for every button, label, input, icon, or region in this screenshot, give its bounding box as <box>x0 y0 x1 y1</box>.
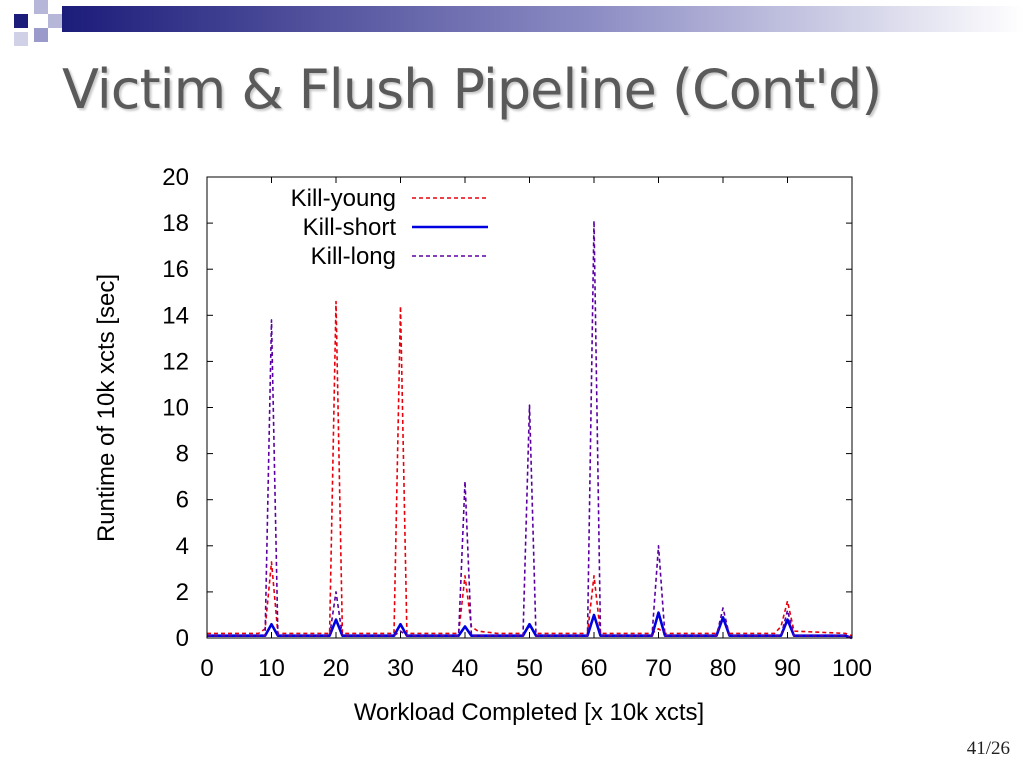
y-axis-label: Runtime of 10k xcts [sec] <box>93 274 120 542</box>
y-tick-label: 14 <box>162 302 189 329</box>
y-tick-label: 0 <box>176 625 189 652</box>
x-tick-label: 20 <box>323 655 350 682</box>
x-tick-label: 50 <box>516 655 543 682</box>
series-lines <box>207 220 853 640</box>
y-tick-label: 2 <box>176 579 189 606</box>
series-line-kill-long <box>207 220 853 639</box>
series-line-kill-young <box>207 300 853 637</box>
x-tick-label: 10 <box>258 655 285 682</box>
y-tick-label: 20 <box>162 164 189 191</box>
y-tick-label: 18 <box>162 210 189 237</box>
x-tick-label: 100 <box>832 655 872 682</box>
y-tick-label: 8 <box>176 441 189 468</box>
legend-label: Kill-short <box>303 214 397 241</box>
y-tick-label: 6 <box>176 487 189 514</box>
y-tick-label: 12 <box>162 348 189 375</box>
legend-label: Kill-young <box>291 185 396 212</box>
x-tick-label: 90 <box>774 655 801 682</box>
x-tick-label: 30 <box>387 655 414 682</box>
x-tick-label: 40 <box>452 655 479 682</box>
plot-frame <box>206 176 853 639</box>
slide-title: Victim & Flush Pipeline (Cont'd) <box>62 58 882 121</box>
x-tick-label: 80 <box>710 655 737 682</box>
x-tick-label: 0 <box>200 655 213 682</box>
x-tick-label: 60 <box>581 655 608 682</box>
title-bar-decoration <box>14 0 1024 46</box>
x-tick-label: 70 <box>645 655 672 682</box>
x-axis-label: Workload Completed [x 10k xcts] <box>354 699 704 726</box>
y-tick-label: 4 <box>176 533 189 560</box>
y-tick-label: 10 <box>162 395 189 422</box>
page-number: 41/26 <box>966 738 1010 759</box>
series-line-kill-short <box>207 611 853 640</box>
legend-label: Kill-long <box>311 243 396 270</box>
y-tick-label: 16 <box>162 256 189 283</box>
axis-ticks: 0 10 20 30 40 50 60 70 80 90 100 0 2 4 6 8 10 12 14 16 18 20 <box>162 164 872 682</box>
